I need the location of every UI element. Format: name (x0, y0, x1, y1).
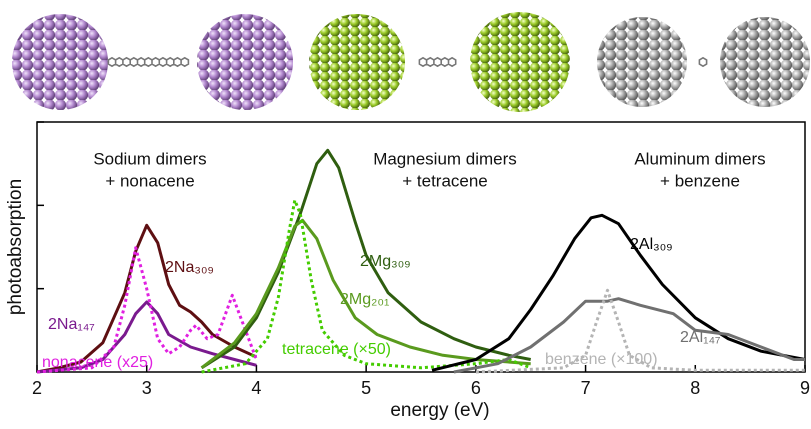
series-label: 2Mg₃₀₉ (360, 253, 411, 270)
annotation: + benzene (660, 171, 740, 190)
x-tick-label: 3 (142, 378, 152, 398)
series-label: 2Al₁₄₇ (680, 329, 721, 346)
molecule (698, 56, 708, 68)
series-label: tetracene (×50) (282, 341, 391, 358)
magnesium-particle (470, 12, 570, 112)
annotation: Sodium dimers (93, 149, 206, 168)
series-label: 2Na₁₄₇ (48, 316, 95, 333)
aluminum-particle (720, 17, 810, 107)
series-label: 2Na₃₀₉ (165, 259, 214, 276)
x-tick-label: 8 (690, 378, 700, 398)
annotation: + tetracene (402, 171, 488, 190)
x-tick-label: 7 (581, 378, 591, 398)
annotation: Aluminum dimers (634, 149, 765, 168)
annotation: + nonacene (105, 171, 194, 190)
series-line (36, 300, 257, 374)
annotation: Magnesium dimers (373, 149, 517, 168)
aluminum-particle (597, 17, 687, 107)
series-line (431, 213, 806, 372)
y-axis-label: photoabsorption (5, 179, 26, 315)
sodium-particle (197, 14, 293, 110)
series-label: benzene (×100) (545, 351, 658, 368)
plot-frame (36, 121, 806, 373)
series-label: 2Mg₂₀₁ (340, 291, 389, 308)
series-label: 2Al₃₀₉ (630, 236, 673, 253)
series-line (475, 288, 805, 374)
series-line (36, 223, 258, 374)
series-label: nonacene (x25) (42, 354, 153, 371)
sodium-particle (12, 14, 108, 110)
x-tick-label: 2 (32, 378, 42, 398)
structure-images (12, 12, 810, 112)
x-tick-label: 5 (361, 378, 371, 398)
magnesium-particle (309, 14, 405, 110)
molecule (107, 56, 190, 68)
molecule (418, 56, 457, 68)
x-tick-label: 9 (800, 378, 810, 398)
x-axis-label: energy (eV) (390, 400, 489, 421)
x-tick-label: 6 (471, 378, 481, 398)
series-line (200, 148, 531, 370)
x-tick-label: 4 (251, 378, 261, 398)
series-line (200, 218, 531, 369)
series-line (453, 297, 805, 374)
